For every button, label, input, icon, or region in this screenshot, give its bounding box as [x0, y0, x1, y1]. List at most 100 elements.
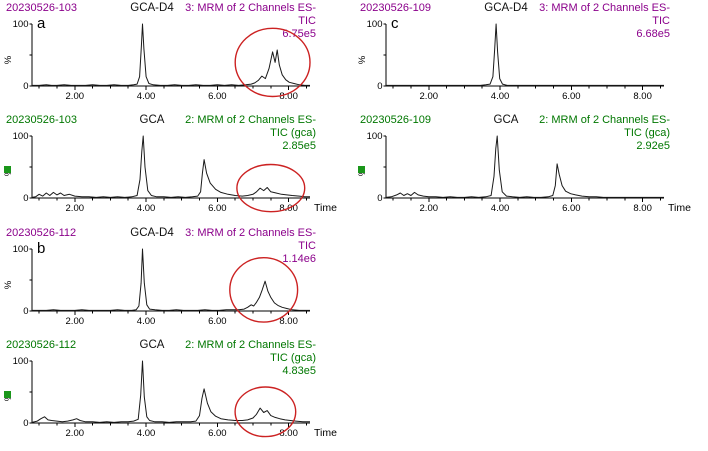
channel-line-2: TIC (gca) — [624, 127, 670, 139]
peak-label: GCA-D4 — [484, 2, 528, 14]
chromatogram-trace — [32, 248, 310, 311]
channel-intensity: 4.83e5 — [282, 365, 316, 377]
x-tick-label: 6.00 — [208, 428, 227, 439]
channel-marker-square — [4, 166, 11, 173]
x-tick-label: 4.00 — [137, 428, 156, 439]
x-tick-label: 6.00 — [208, 203, 227, 214]
sample-id: 20230526-109 — [360, 114, 431, 126]
channel-line-2: TIC — [652, 15, 670, 27]
x-tick-label: 4.00 — [491, 91, 510, 102]
channel-line-2: TIC (gca) — [270, 127, 316, 139]
chromatogram-plot: 2.00 4.00 6.00 8.00 0 100% — [357, 19, 664, 102]
peak-label: GCA-D4 — [130, 227, 174, 239]
y-tick-label: 100 — [367, 131, 383, 142]
chromatogram-plot: 2.00 4.00 6.00 8.00 0 100% — [3, 19, 311, 102]
x-tick-label: 2.00 — [420, 203, 439, 214]
x-tick-label: 8.00 — [279, 428, 298, 439]
x-tick-label: 4.00 — [137, 316, 156, 327]
y-axis-label: % — [357, 55, 368, 64]
x-tick-label: 2.00 — [420, 91, 439, 102]
y-tick-label: 0 — [23, 81, 28, 92]
channel-info: 2: MRM of 2 Channels ES- TIC (gca) 2.92e… — [539, 114, 670, 153]
x-tick-label: 8.00 — [279, 316, 298, 327]
chromatogram-trace — [32, 23, 310, 86]
channel-info: 3: MRM of 2 Channels ES- TIC 6.75e5 — [185, 2, 316, 41]
sample-id: 20230526-109 — [360, 2, 431, 14]
channel-info: 2: MRM of 2 Channels ES- TIC (gca) 4.83e… — [185, 339, 316, 378]
y-tick-label: 100 — [13, 356, 29, 367]
panel-a-gca-d4: 20230526-103 GCA-D4 3: MRM of 2 Channels… — [2, 2, 350, 114]
channel-marker-square — [4, 391, 11, 398]
y-tick-label: 100 — [13, 131, 29, 142]
x-tick-label: 4.00 — [137, 203, 156, 214]
channel-line-1: 2: MRM of 2 Channels ES- — [185, 339, 316, 351]
panel-c-gca: 20230526-109 GCA 2: MRM of 2 Channels ES… — [356, 114, 704, 226]
chromatogram-plot: 2.00 4.00 6.00 8.00 0 100% — [3, 244, 310, 327]
x-tick-label: 8.00 — [633, 203, 652, 214]
time-axis-label: Time — [314, 427, 337, 439]
peak-label: GCA — [139, 339, 165, 351]
x-tick-label: 6.00 — [562, 203, 581, 214]
highlight-ellipse — [234, 27, 311, 98]
channel-line-2: TIC — [298, 240, 316, 252]
y-tick-label: 0 — [23, 306, 28, 317]
x-tick-label: 6.00 — [562, 91, 581, 102]
panel-letter: b — [37, 240, 46, 257]
channel-line-1: 2: MRM of 2 Channels ES- — [185, 114, 316, 126]
y-tick-label: 100 — [13, 19, 29, 30]
x-tick-label: 4.00 — [491, 203, 510, 214]
chromatogram-trace — [31, 360, 310, 423]
panel-letter: a — [37, 15, 46, 32]
panel-letter: c — [391, 15, 399, 32]
time-axis-label: Time — [668, 202, 691, 214]
y-axis-label: % — [3, 280, 14, 289]
sample-id: 20230526-112 — [6, 227, 77, 239]
chromatogram-trace — [31, 135, 310, 198]
highlight-ellipse — [234, 386, 297, 438]
x-tick-label: 8.00 — [633, 91, 652, 102]
time-axis-label: Time — [314, 202, 337, 214]
channel-info: 3: MRM of 2 Channels ES- TIC 1.14e6 — [185, 227, 316, 266]
peak-label: GCA — [139, 114, 165, 126]
peak-label: GCA-D4 — [130, 2, 174, 14]
channel-line-1: 3: MRM of 2 Channels ES- — [185, 2, 316, 14]
panel-b-gca: 20230526-112 GCA 2: MRM of 2 Channels ES… — [2, 339, 350, 451]
panel-b-gca-d4: 20230526-112 GCA-D4 3: MRM of 2 Channels… — [2, 227, 350, 339]
highlight-ellipse — [229, 257, 299, 323]
x-tick-label: 2.00 — [66, 203, 85, 214]
x-tick-label: 2.00 — [66, 428, 85, 439]
x-tick-label: 2.00 — [66, 316, 85, 327]
chromatogram-trace — [385, 135, 664, 198]
y-tick-label: 0 — [377, 81, 382, 92]
y-axis-label: % — [3, 55, 14, 64]
x-tick-label: 8.00 — [279, 91, 298, 102]
peak-label: GCA — [493, 114, 519, 126]
channel-info: 2: MRM of 2 Channels ES- TIC (gca) 2.85e… — [185, 114, 316, 153]
panel-a-gca: 20230526-103 GCA 2: MRM of 2 Channels ES… — [2, 114, 350, 226]
sample-id: 20230526-103 — [6, 2, 77, 14]
x-tick-label: 6.00 — [208, 316, 227, 327]
x-tick-label: 2.00 — [66, 91, 85, 102]
y-tick-label: 0 — [23, 418, 28, 429]
chromatogram-trace — [386, 23, 664, 86]
y-tick-label: 0 — [377, 193, 382, 204]
y-tick-label: 100 — [13, 244, 29, 255]
channel-info: 3: MRM of 2 Channels ES- TIC 6.68e5 — [539, 2, 670, 41]
channel-marker-square — [358, 166, 365, 173]
channel-line-2: TIC — [298, 15, 316, 27]
channel-line-1: 3: MRM of 2 Channels ES- — [185, 227, 316, 239]
y-tick-label: 100 — [367, 19, 383, 30]
channel-intensity: 1.14e6 — [282, 253, 316, 265]
channel-line-1: 3: MRM of 2 Channels ES- — [539, 2, 670, 14]
x-tick-label: 4.00 — [137, 91, 156, 102]
y-tick-label: 0 — [23, 193, 28, 204]
sample-id: 20230526-103 — [6, 114, 77, 126]
channel-intensity: 2.92e5 — [636, 140, 670, 152]
channel-intensity: 2.85e5 — [282, 140, 316, 152]
channel-line-2: TIC (gca) — [270, 352, 316, 364]
panel-c-gca-d4: 20230526-109 GCA-D4 3: MRM of 2 Channels… — [356, 2, 704, 114]
highlight-ellipse — [236, 163, 306, 213]
